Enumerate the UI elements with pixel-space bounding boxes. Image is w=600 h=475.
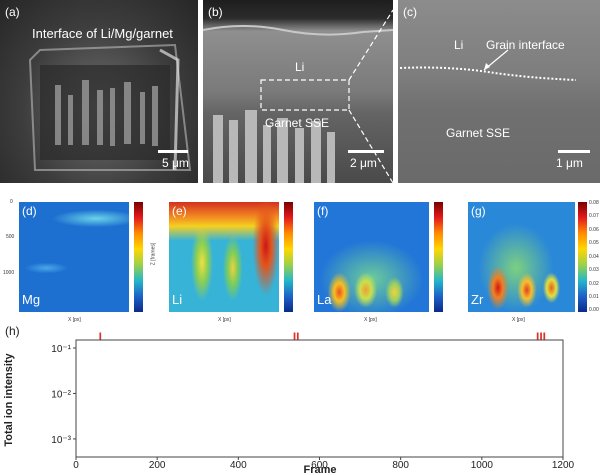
sem-a-texture [28,43,192,171]
heatmap-zr [468,202,575,312]
sem-a-scalebar [158,150,188,153]
panel-label-f: (f) [317,204,329,218]
map-d-ytick-1: 500 [6,234,15,240]
x-tick-label-6: 1200 [552,460,575,471]
map-f-colorbar [434,202,443,312]
panel-label-c: (c) [403,5,417,19]
panel-label-d: (d) [22,204,37,218]
map-panel-e: Z [frames] (e) Li X [px] [150,196,300,328]
sem-a-scale-label: 5 μm [162,156,189,170]
map-d-ytick-2: 1000 [3,270,15,276]
chart-x-axis-label: Frame [303,464,336,475]
cbar-g-tick-1: 0.07 [589,213,599,219]
cbar-g-tick-4: 0.04 [589,254,599,260]
sem-c-scalebar [558,150,590,153]
map-e-element: Li [172,292,183,307]
sem-c-texture [399,49,577,81]
y-tick-label-2: 10⁻³ [51,435,71,446]
sem-b-scalebar [348,150,384,153]
map-d-xlabel: X [px] [68,317,81,323]
x-tick-label-5: 1000 [471,460,494,471]
sem-c-scale-label: 1 μm [556,156,583,170]
map-f-xlabel: X [px] [364,317,377,323]
sem-panel-b: (b) Li Garnet SSE 2 μm [203,0,393,183]
y-tick-label-0: 10⁻¹ [51,344,71,355]
heatmap-li [169,202,279,312]
sem-panel-a: (a) Interface of Li/Mg/garnet 5 μm [0,0,198,183]
cbar-g-tick-2: 0.06 [589,227,599,233]
cbar-g-tick-7: 0.01 [589,294,599,300]
panel-label-g: (g) [471,204,486,218]
sem-c-garnet-label: Garnet SSE [446,126,511,140]
sem-a-title: Interface of Li/Mg/garnet [32,26,173,41]
x-tick-label-1: 200 [149,460,166,471]
x-tick-label-3: 600 [311,460,328,471]
map-d-element: Mg [22,292,41,307]
panel-label-e: (e) [172,204,187,218]
cbar-g-tick-5: 0.03 [589,267,599,273]
map-panel-d: 0 500 1000 (d) Mg X [px] [0,196,150,328]
panel-label-h: (h) [5,324,20,338]
map-g-element: Zr [471,292,484,307]
chart-y-axis-label: Total ion intensity [3,352,15,446]
sem-c-li-label: Li [454,38,464,52]
x-tick-label-2: 400 [230,460,247,471]
map-panel-f: (f) La X [px] [300,196,450,328]
plot-frame [75,339,564,458]
map-g-xlabel: X [px] [512,317,525,323]
y-tick-label-1: 10⁻² [51,389,71,400]
x-tick-label-0: 0 [73,460,79,471]
map-d-colorbar [134,202,143,312]
map-e-ylabel: Z [frames] [150,242,157,266]
region-label-2: III [536,330,546,344]
map-panel-g: (g) Zr 0.08 0.07 0.06 0.05 0.04 0.03 0.0… [450,196,600,328]
chart-axes: 0 200 400 600 800 1000 1200 10⁻¹ 10⁻² 10⁻³ [51,339,575,471]
sem-b-li-label: Li [295,60,305,74]
map-f-element: La [317,292,332,307]
cbar-g-tick-3: 0.05 [589,240,599,246]
region-label-1: II [293,330,300,344]
panel-label-a: (a) [5,5,20,19]
cbar-g-tick-0: 0.08 [589,200,599,206]
sem-b-garnet-label: Garnet SSE [265,116,330,130]
heatmap-la [314,202,429,312]
map-g-colorbar [578,202,587,312]
sem-b-texture [203,9,393,183]
map-d-ytick-0: 0 [10,199,13,205]
sem-panel-c: (c) Li Grain interface Garnet SSE 1 μm [398,0,600,183]
cbar-g-tick-8: 0.00 [589,307,599,313]
x-tick-label-4: 800 [392,460,409,471]
panel-label-b: (b) [208,5,223,19]
sem-c-grain-label: Grain interface [486,38,565,52]
region-label-0: I [99,330,102,344]
cbar-g-tick-6: 0.02 [589,281,599,287]
map-e-xlabel: X [px] [218,317,231,323]
heatmap-mg [19,202,129,312]
map-e-colorbar [284,202,293,312]
sem-b-scale-label: 2 μm [350,156,377,170]
